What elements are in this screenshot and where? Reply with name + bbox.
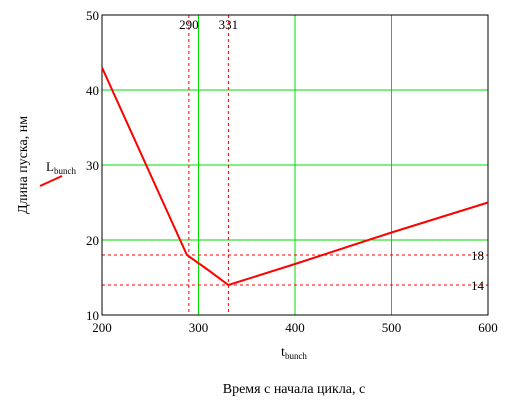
y-tick-label-10: 10	[86, 308, 99, 323]
marker-label-y-18: 18	[471, 248, 484, 263]
y-tick-label-20: 20	[86, 233, 99, 248]
legend-series-label: Lbunch	[46, 159, 76, 176]
series-line-l-bunch	[101, 67, 489, 287]
x-tick-label-200: 200	[92, 320, 112, 335]
marker-labels: 290 331 18 14	[179, 17, 484, 293]
y-tick-label-50: 50	[86, 8, 99, 23]
marker-label-x-331: 331	[219, 17, 239, 32]
y-tick-label-30: 30	[86, 158, 99, 173]
x-tick-label-500: 500	[382, 320, 402, 335]
y-tick-label-40: 40	[86, 83, 99, 98]
x-tick-label-600: 600	[478, 320, 498, 335]
x-axis-caption: Время с начала цикла, с	[223, 382, 366, 397]
plot-frame	[101, 14, 489, 316]
marker-label-y-14: 14	[471, 278, 485, 293]
marker-label-x-290: 290	[179, 17, 199, 32]
x-tick-labels: 200 300 400 500 600	[92, 320, 498, 335]
x-axis-label: tbunch	[281, 345, 307, 361]
marker-lines	[102, 15, 488, 315]
legend-series-swatch	[39, 175, 63, 187]
legend: Lbunch	[39, 159, 76, 187]
grid-lines	[102, 15, 488, 315]
x-tick-label-400: 400	[285, 320, 305, 335]
x-tick-label-300: 300	[189, 320, 209, 335]
y-tick-labels: 10 20 30 40 50	[86, 8, 99, 323]
y-axis-label: Длина пуска, нм	[16, 116, 31, 214]
